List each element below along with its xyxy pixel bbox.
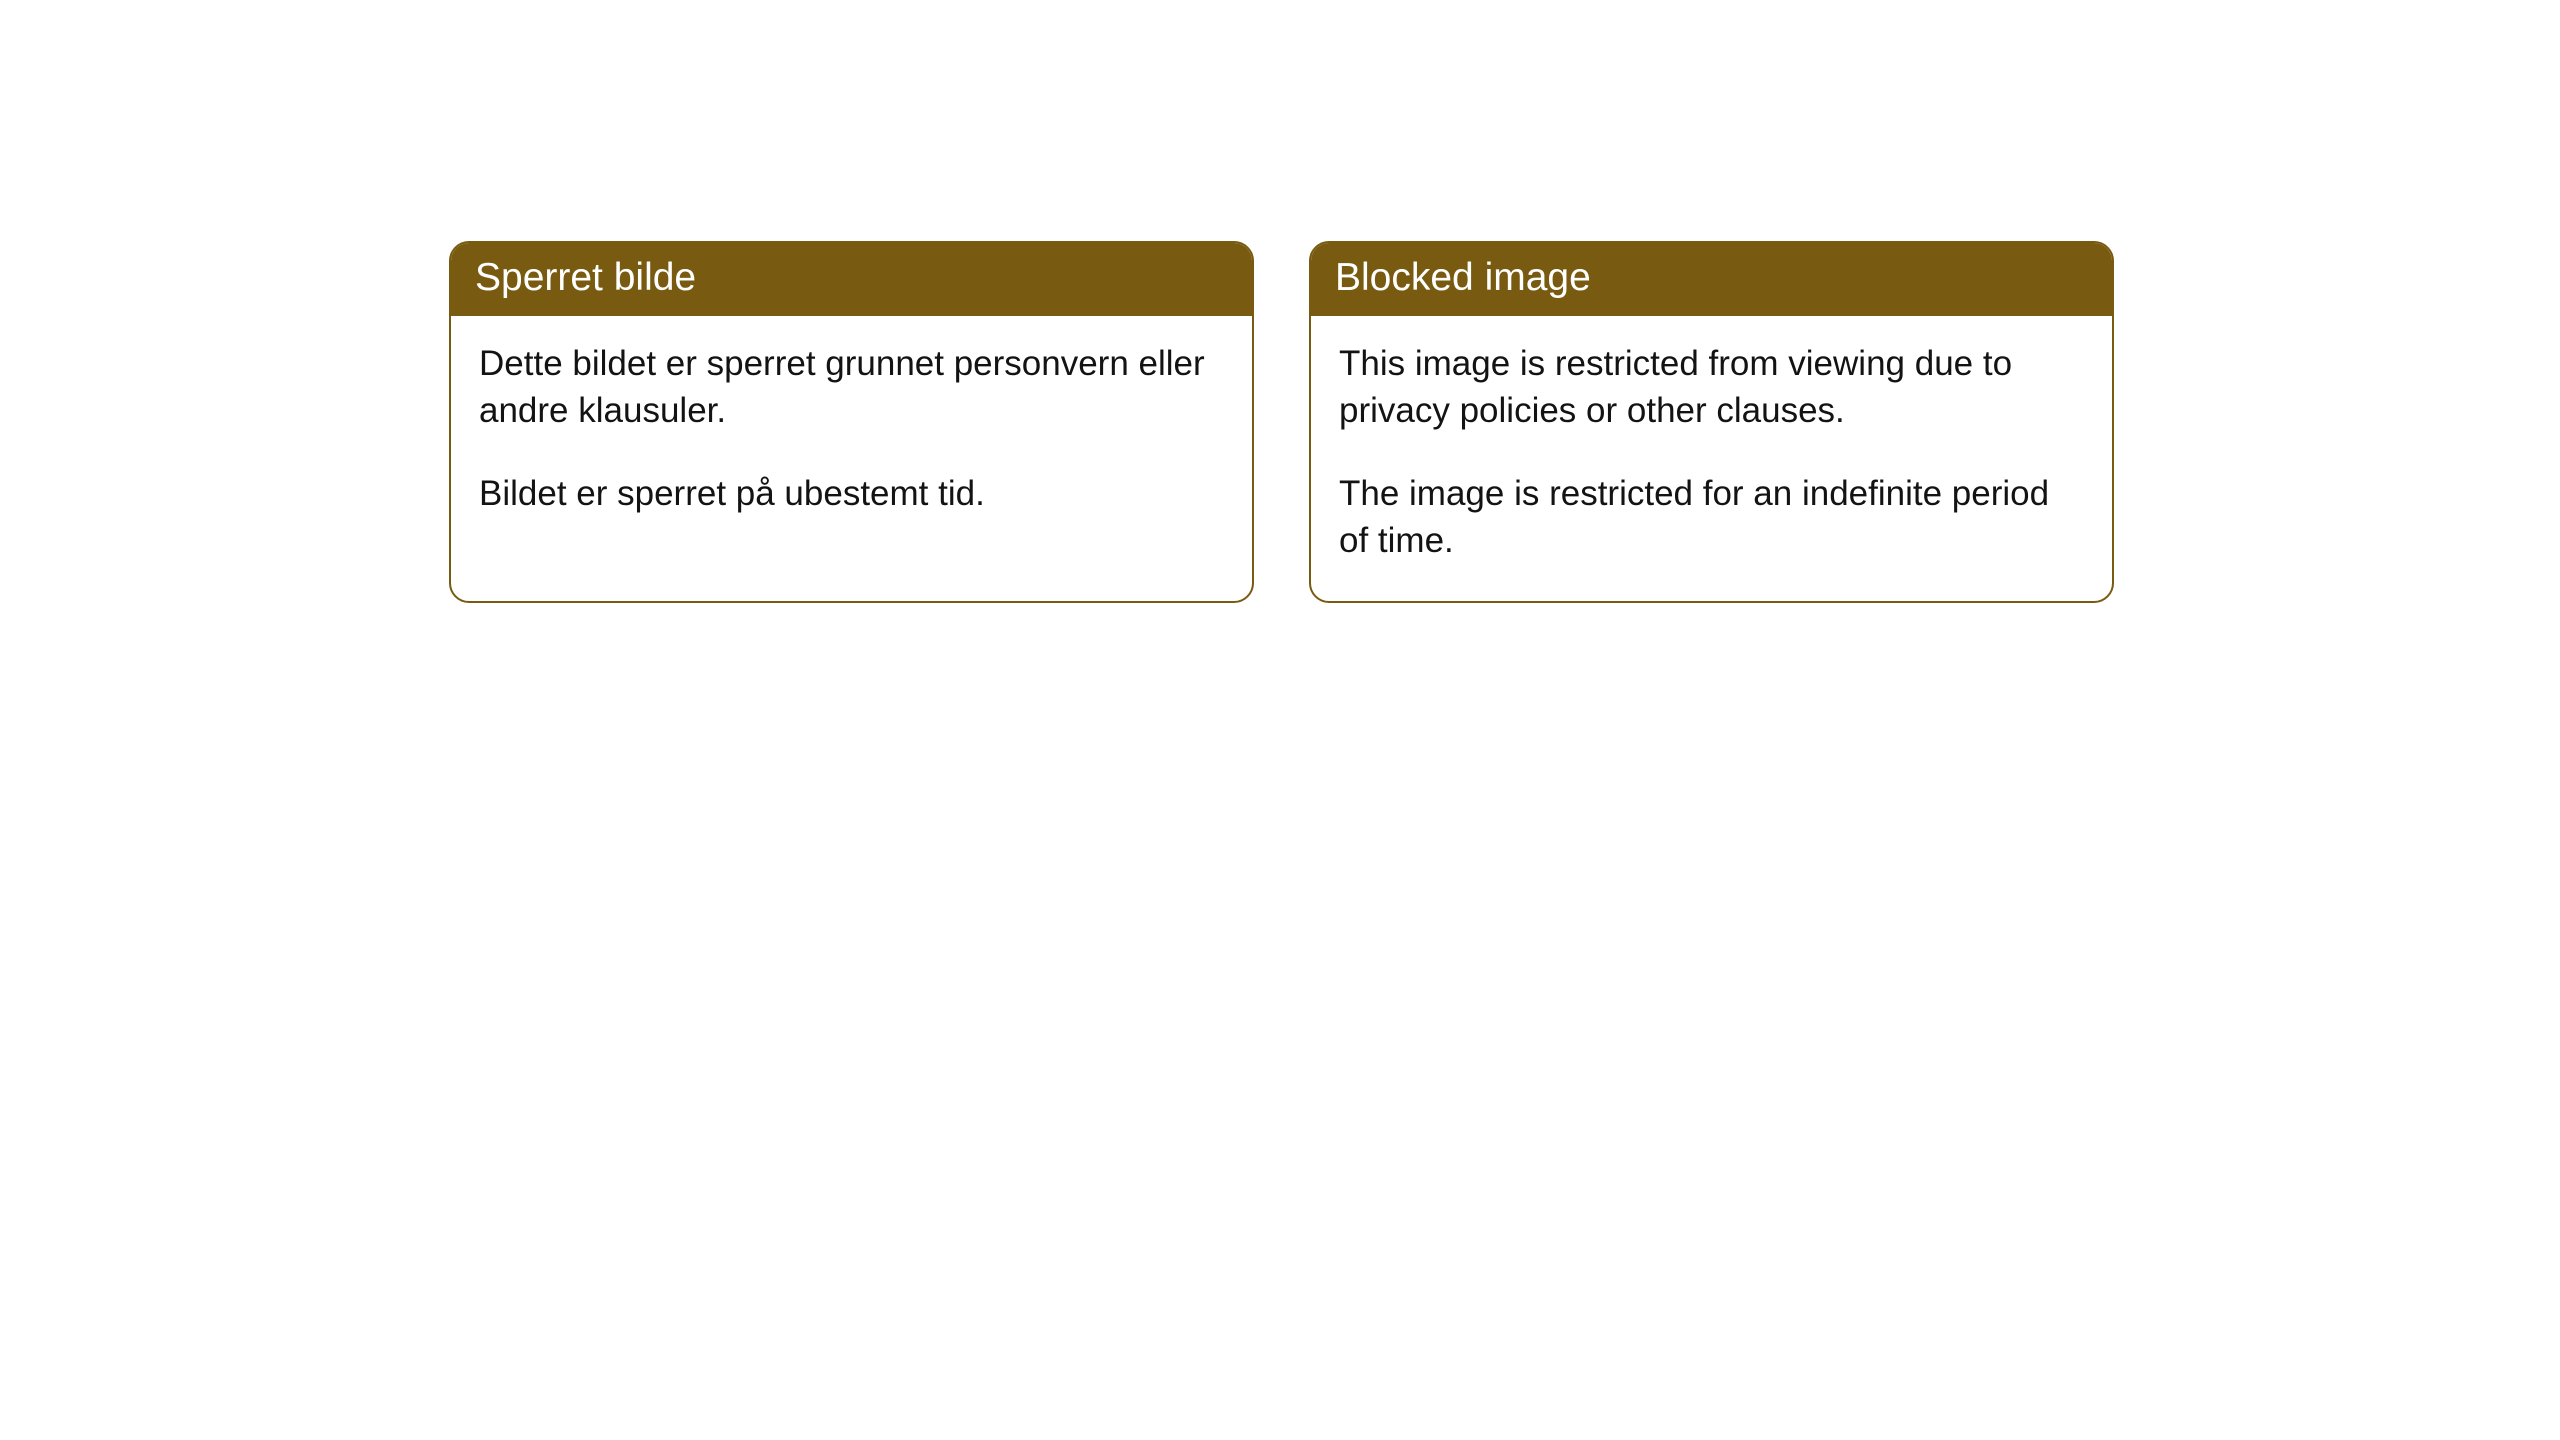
- card-body-no: Dette bildet er sperret grunnet personve…: [451, 316, 1252, 554]
- card-para1-en: This image is restricted from viewing du…: [1339, 340, 2084, 435]
- card-header-en: Blocked image: [1311, 243, 2112, 316]
- card-header-no: Sperret bilde: [451, 243, 1252, 316]
- notice-cards-container: Sperret bilde Dette bildet er sperret gr…: [0, 0, 2560, 603]
- blocked-image-card-en: Blocked image This image is restricted f…: [1309, 241, 2114, 603]
- card-para2-no: Bildet er sperret på ubestemt tid.: [479, 470, 1224, 517]
- card-para1-no: Dette bildet er sperret grunnet personve…: [479, 340, 1224, 435]
- blocked-image-card-no: Sperret bilde Dette bildet er sperret gr…: [449, 241, 1254, 603]
- card-body-en: This image is restricted from viewing du…: [1311, 316, 2112, 601]
- card-para2-en: The image is restricted for an indefinit…: [1339, 470, 2084, 565]
